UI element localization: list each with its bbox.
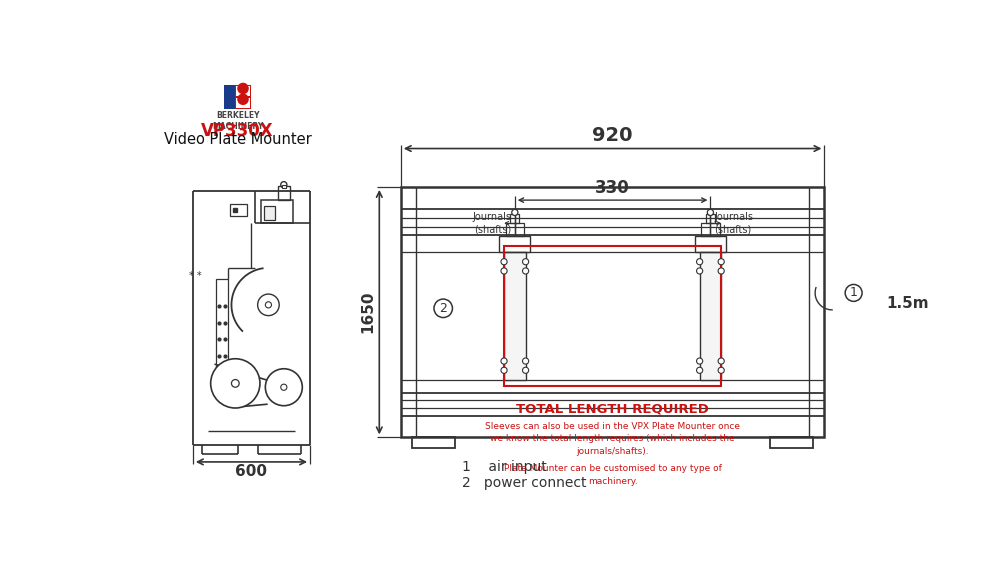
Circle shape <box>718 358 725 364</box>
Circle shape <box>696 358 703 364</box>
Text: VP330X: VP330X <box>201 122 274 139</box>
Circle shape <box>718 268 725 274</box>
Bar <box>235 85 251 109</box>
Circle shape <box>696 259 703 265</box>
Bar <box>216 279 229 368</box>
Circle shape <box>501 259 507 265</box>
Bar <box>706 214 715 223</box>
Circle shape <box>512 209 518 215</box>
Circle shape <box>522 259 528 265</box>
Circle shape <box>707 209 714 215</box>
Text: Plate Mounter can be customised to any type of
machinery.: Plate Mounter can be customised to any t… <box>504 464 722 486</box>
Bar <box>695 236 726 253</box>
Text: 1    air input: 1 air input <box>463 460 547 474</box>
Bar <box>511 214 519 223</box>
Circle shape <box>238 83 248 94</box>
Text: 2   power connect: 2 power connect <box>463 476 587 490</box>
Bar <box>701 223 720 236</box>
Text: 1650: 1650 <box>360 291 375 333</box>
Bar <box>506 223 524 236</box>
Circle shape <box>265 369 302 406</box>
Circle shape <box>232 380 240 387</box>
Text: 1.5m: 1.5m <box>886 296 929 311</box>
Text: Journals
(shafts): Journals (shafts) <box>472 213 511 234</box>
Text: 1: 1 <box>849 287 857 299</box>
Text: Sleeves can also be used in the VPX Plate Mounter once
we know the total length : Sleeves can also be used in the VPX Plat… <box>485 422 740 456</box>
Bar <box>504 246 721 386</box>
Bar <box>401 187 824 437</box>
Bar <box>771 437 813 448</box>
Text: 2: 2 <box>439 302 447 315</box>
Text: Video Plate Mounter: Video Plate Mounter <box>164 133 311 147</box>
Circle shape <box>846 284 862 301</box>
Circle shape <box>522 268 528 274</box>
Bar <box>230 204 246 215</box>
Bar <box>699 253 721 380</box>
Bar <box>278 186 290 200</box>
Bar <box>236 86 250 96</box>
Bar <box>236 99 250 108</box>
Bar <box>224 85 235 109</box>
Circle shape <box>211 359 260 408</box>
Bar <box>504 253 525 380</box>
Circle shape <box>522 367 528 373</box>
Bar <box>282 185 286 188</box>
Circle shape <box>522 358 528 364</box>
Circle shape <box>718 259 725 265</box>
Circle shape <box>265 302 271 308</box>
Text: 600: 600 <box>236 464 267 479</box>
Circle shape <box>696 367 703 373</box>
Bar <box>264 206 275 220</box>
Circle shape <box>718 367 725 373</box>
Circle shape <box>281 384 287 390</box>
Circle shape <box>281 182 287 188</box>
Bar <box>261 200 293 223</box>
Circle shape <box>238 94 248 105</box>
Circle shape <box>434 299 453 318</box>
Text: BERKELEY
MACHINERY: BERKELEY MACHINERY <box>212 111 263 131</box>
Circle shape <box>696 268 703 274</box>
Text: * *: * * <box>190 271 201 280</box>
Circle shape <box>501 268 507 274</box>
Circle shape <box>257 294 279 316</box>
Text: TOTAL LENGTH REQUIRED: TOTAL LENGTH REQUIRED <box>517 403 709 416</box>
Circle shape <box>501 358 507 364</box>
Circle shape <box>501 367 507 373</box>
Text: Journals
(shafts): Journals (shafts) <box>714 213 753 234</box>
Text: 330: 330 <box>595 179 630 197</box>
Bar <box>412 437 455 448</box>
Bar <box>500 236 530 253</box>
Text: 920: 920 <box>592 126 632 145</box>
